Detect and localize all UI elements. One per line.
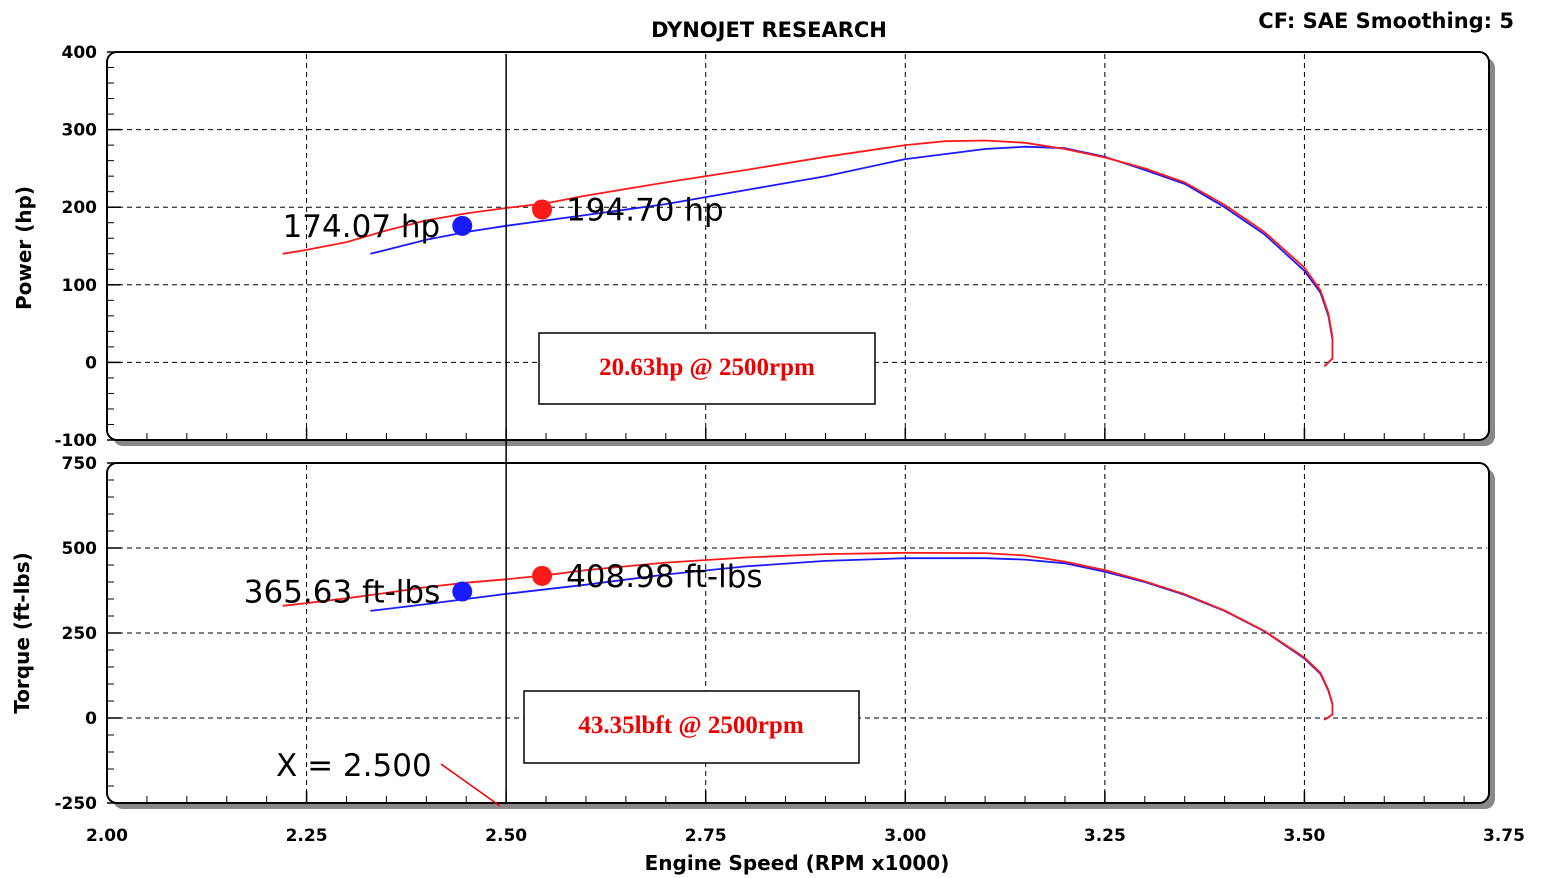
x-tick-label: 3.25: [1084, 826, 1126, 846]
torque-annotation-box: [523, 690, 860, 764]
power-series: [282, 139, 1334, 367]
torque-panel: 750 500 250 0 -250 365.63 ft-lbs 408.98 ft-lb…: [10, 454, 1495, 814]
x-tick-label: 2.00: [86, 826, 128, 846]
power-y-tick-label: 100: [62, 276, 98, 296]
torque-annotation: 43.35lbft @ 2500rpm: [578, 712, 804, 739]
power-marker-label-1: 174.07 hp: [283, 209, 441, 245]
torque-y-tick-label: 750: [62, 454, 98, 474]
cursor-leader-line: [440, 763, 501, 807]
torque-y-tick-label: 0: [85, 709, 97, 729]
torque-markers: 365.63 ft-lbs 408.98 ft-lbs: [244, 559, 763, 611]
torque-y-tick-label: -250: [54, 794, 97, 814]
torque-series-line-2: [282, 551, 1334, 721]
x-tick-label: 3.50: [1283, 826, 1325, 846]
power-panel-frame: [106, 51, 1490, 441]
power-series-line-2: [282, 139, 1334, 367]
power-annotation: 20.63hp @ 2500rpm: [599, 354, 815, 381]
x-tick-label: 2.75: [685, 826, 727, 846]
torque-marker-label-2: 408.98 ft-lbs: [566, 559, 762, 595]
power-y-tick-label: 400: [62, 43, 98, 63]
chart-title: DYNOJET RESEARCH: [651, 18, 887, 42]
torque-marker-label-1: 365.63 ft-lbs: [244, 575, 440, 611]
power-y-tick-label: 200: [62, 198, 98, 218]
x-tick-label: 2.50: [485, 826, 527, 846]
x-axis-label: Engine Speed (RPM x1000): [645, 851, 950, 875]
power-y-tick-label: -100: [54, 431, 97, 451]
cursor-readout: X = 2.500: [276, 748, 432, 784]
torque-y-tick-label: 250: [62, 624, 98, 644]
power-y-tick-label: 300: [62, 121, 98, 141]
power-annotation-box: [538, 332, 876, 405]
torque-marker-dot-2[interactable]: [532, 565, 553, 586]
power-marker-label-2: 194.70 hp: [566, 193, 724, 229]
power-marker-dot-1[interactable]: [452, 215, 473, 236]
power-y-tick-label: 0: [85, 353, 97, 373]
power-panel: 400 300 200 100 0 -100 174.07 hp 194.70 hp Pow…: [12, 43, 1495, 451]
torque-marker-dot-1[interactable]: [452, 581, 473, 602]
torque-y-axis-label: Torque (ft-lbs): [10, 552, 34, 714]
power-marker-dot-2[interactable]: [532, 199, 553, 220]
x-axis-ticks: 2.00 2.25 2.50 2.75 3.00 3.25 3.50 3.75: [86, 826, 1525, 846]
x-tick-label: 2.25: [286, 826, 328, 846]
torque-series: [282, 551, 1334, 721]
power-markers: 174.07 hp 194.70 hp: [283, 193, 724, 245]
x-tick-label: 3.00: [884, 826, 926, 846]
power-y-axis-label: Power (hp): [12, 186, 36, 310]
settings-label: CF: SAE Smoothing: 5: [1258, 9, 1514, 33]
torque-y-ticks: 750 500 250 0 -250: [54, 454, 121, 814]
power-y-ticks: 400 300 200 100 0 -100: [54, 43, 121, 451]
x-tick-label: 3.75: [1483, 826, 1525, 846]
torque-y-tick-label: 500: [62, 539, 98, 559]
